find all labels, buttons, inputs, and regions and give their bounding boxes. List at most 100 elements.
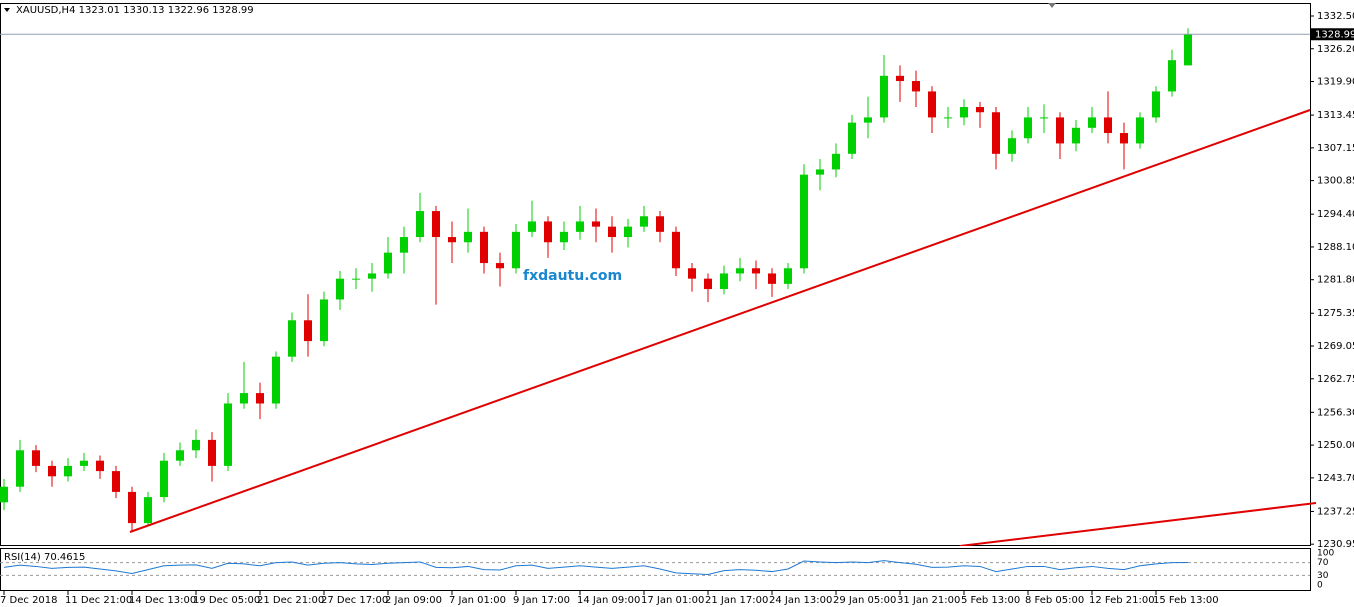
candle-body (624, 226, 632, 238)
candle-body (1072, 127, 1080, 144)
rsi-name: RSI(14) (4, 552, 41, 563)
candle-body (672, 231, 680, 269)
candle-body (224, 403, 232, 466)
candle-body (432, 211, 440, 238)
candle-body (496, 263, 504, 269)
candle-body (768, 273, 776, 284)
candle-body (976, 107, 984, 113)
candle-body (416, 211, 424, 238)
y-tick-label: 1281.80 (1317, 275, 1354, 286)
y-tick-label: 1230.95 (1317, 539, 1354, 550)
x-tick-label: 11 Dec 21:00 (65, 595, 132, 606)
symbol: XAUUSD,H4 (16, 5, 75, 16)
candle-body (400, 237, 408, 253)
candle-body (352, 278, 360, 280)
candle-body (752, 268, 760, 274)
candle-body (160, 460, 168, 498)
ohlc-close: 1328.99 (212, 5, 253, 16)
trendline (959, 502, 1316, 546)
candle-body (544, 221, 552, 243)
chart-title: XAUUSD,H4 1323.01 1330.13 1322.96 1328.9… (16, 5, 254, 16)
y-tick-label: 1243.70 (1317, 473, 1354, 484)
candle-body (464, 231, 472, 243)
candle-body (560, 231, 568, 243)
candle-body (1056, 117, 1064, 144)
rsi-label: RSI(14) 70.4615 (4, 552, 85, 563)
candle-body (992, 112, 1000, 154)
x-tick-label: 24 Jan 13:00 (769, 595, 832, 606)
candle-body (1008, 138, 1016, 154)
candle-body (16, 450, 24, 487)
x-tick-label: 21 Dec 21:00 (257, 595, 324, 606)
candle-body (896, 75, 904, 82)
x-tick-label: 21 Jan 17:00 (705, 595, 768, 606)
x-tick-label: 8 Feb 05:00 (1025, 595, 1084, 606)
x-tick-label: 12 Feb 21:00 (1089, 595, 1155, 606)
rsi-tick-label: 70 (1317, 558, 1329, 568)
x-tick-label: 9 Jan 17:00 (513, 595, 570, 606)
trendlines (129, 109, 1316, 546)
candle-body (912, 81, 920, 92)
main-panel (0, 3, 1311, 546)
y-tick-label: 1256.30 (1317, 407, 1354, 418)
candle-body (480, 231, 488, 264)
y-tick-label: 1313.45 (1317, 110, 1354, 121)
candle-body (368, 273, 376, 279)
candle-body (448, 237, 456, 243)
candle-body (688, 268, 696, 279)
y-tick-label: 1275.35 (1317, 308, 1354, 319)
rsi-tick-label: 100 (1317, 549, 1334, 559)
plot-area (0, 28, 1192, 531)
candle-body (80, 460, 88, 466)
candle-body (1088, 117, 1096, 128)
menu-icon (4, 8, 10, 12)
rsi-area (0, 560, 1310, 576)
candle-body (784, 268, 792, 284)
candle-body (1104, 117, 1112, 134)
rsi-tick-label: 0 (1317, 581, 1323, 591)
candle-body (704, 278, 712, 290)
x-tick-label: 29 Jan 05:00 (833, 595, 896, 606)
candle-body (1120, 133, 1128, 144)
candle-body (128, 491, 136, 524)
candle-body (96, 460, 104, 472)
y-tick-label: 1332.50 (1317, 11, 1354, 22)
y-tick-label: 1294.40 (1317, 209, 1354, 220)
y-tick-label: 1319.90 (1317, 77, 1354, 88)
candle-body (656, 216, 664, 232)
x-tick-label: 7 Jan 01:00 (449, 595, 506, 606)
y-tick-label: 1300.85 (1317, 176, 1354, 187)
candle-body (960, 107, 968, 118)
rsi-panel (0, 548, 1311, 591)
candle-body (608, 226, 616, 238)
x-tick-label: 31 Jan 21:00 (897, 595, 960, 606)
x-tick-label: 19 Dec 05:00 (193, 595, 260, 606)
y-tick-label: 1262.75 (1317, 374, 1354, 385)
candle-body (592, 221, 600, 227)
candle-body (48, 465, 56, 477)
candle-body (0, 486, 8, 503)
price-label-box (1311, 28, 1354, 41)
candle-body (64, 465, 72, 477)
y-tick-label: 1288.10 (1317, 242, 1354, 253)
rsi-value: 70.4615 (44, 552, 85, 563)
y-tick-label: 1237.25 (1317, 506, 1354, 517)
candle-body (880, 75, 888, 118)
candle-body (176, 450, 184, 461)
candle-body (576, 221, 584, 232)
trendline (129, 109, 1311, 533)
x-tick-label: 17 Jan 01:00 (641, 595, 704, 606)
ohlc-low: 1322.96 (168, 5, 209, 16)
candle-body (720, 273, 728, 290)
y-tick-label: 1269.05 (1317, 341, 1354, 352)
candle-body (928, 91, 936, 118)
candle-body (640, 216, 648, 227)
watermark: fxdautu.com (523, 268, 622, 284)
candle-body (848, 122, 856, 154)
candle-body (320, 299, 328, 342)
candle-body (1136, 117, 1144, 144)
candle-body (528, 221, 536, 232)
x-tick-label: 14 Dec 13:00 (129, 595, 196, 606)
